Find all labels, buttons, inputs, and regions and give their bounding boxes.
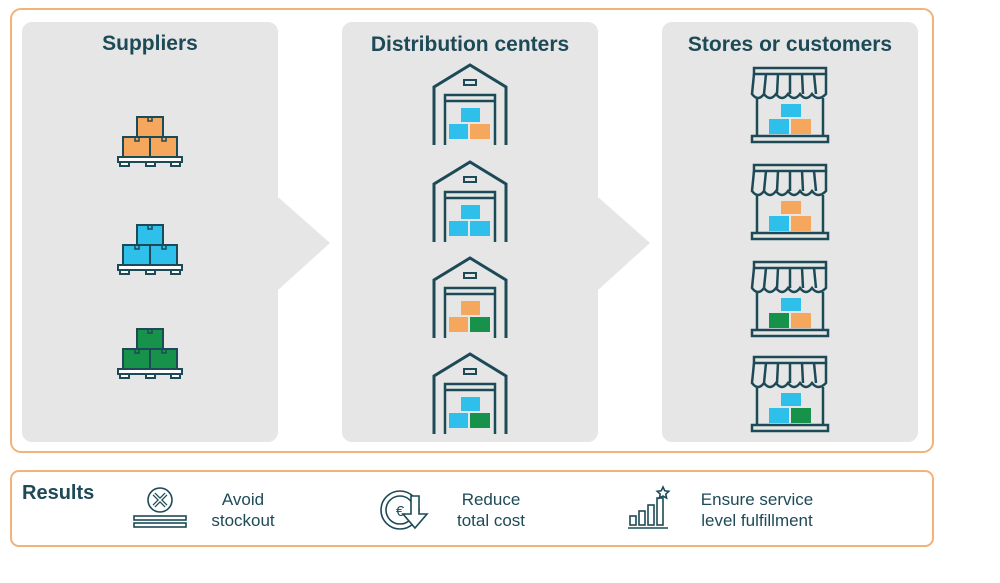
storefront-icon [750, 260, 830, 338]
warehouse-icon [432, 352, 508, 434]
storefront-icon [750, 355, 830, 433]
suppliers-title: Suppliers [102, 32, 198, 55]
result-3-line1: Ensure service [701, 490, 813, 509]
storefront-icon [750, 163, 830, 241]
stores-title: Stores or customers [688, 33, 892, 56]
box-left [449, 413, 468, 428]
result-2-line1: Reduce [462, 490, 521, 509]
results-frame [10, 470, 934, 547]
pallet-boxes-icon [117, 116, 183, 167]
pallet-boxes-icon [117, 224, 183, 275]
svg-text:€: € [396, 503, 405, 520]
storefront-icon [750, 66, 830, 144]
warehouse-icon [432, 160, 508, 242]
box-left [769, 119, 789, 134]
pallet-boxes-icon [117, 328, 183, 379]
stockout-pallet-icon [133, 487, 187, 528]
box-left [769, 216, 789, 231]
box-right [470, 413, 490, 428]
box-top [781, 298, 801, 311]
box-top [781, 201, 801, 214]
box-top [461, 205, 480, 219]
network-frame [10, 8, 934, 453]
box-left [769, 313, 789, 328]
box-right [791, 119, 811, 134]
box-top [781, 393, 801, 406]
box-left [769, 408, 789, 423]
warehouse-icon [432, 63, 508, 145]
result-1-line2: stockout [211, 511, 275, 530]
box-top [461, 301, 480, 315]
box-right [791, 408, 811, 423]
box-right [470, 317, 490, 332]
box-right [791, 313, 811, 328]
euro-down-icon: € [380, 490, 429, 530]
results-title: Results [22, 482, 94, 504]
box-top [461, 108, 480, 122]
box-left [449, 221, 468, 236]
warehouse-icon [432, 256, 508, 338]
box-right [470, 221, 490, 236]
box-right [470, 124, 490, 139]
box-left [449, 317, 468, 332]
result-1-line1: Avoid [222, 490, 264, 509]
box-top [781, 104, 801, 117]
bar-chart-star-icon [628, 485, 671, 529]
box-left [449, 124, 468, 139]
suppliers-panel [22, 22, 330, 442]
result-2-line2: total cost [457, 511, 525, 530]
distribution-title: Distribution centers [371, 33, 569, 56]
box-right [791, 216, 811, 231]
result-3-line2: level fulfillment [701, 511, 813, 530]
box-top [461, 397, 480, 411]
